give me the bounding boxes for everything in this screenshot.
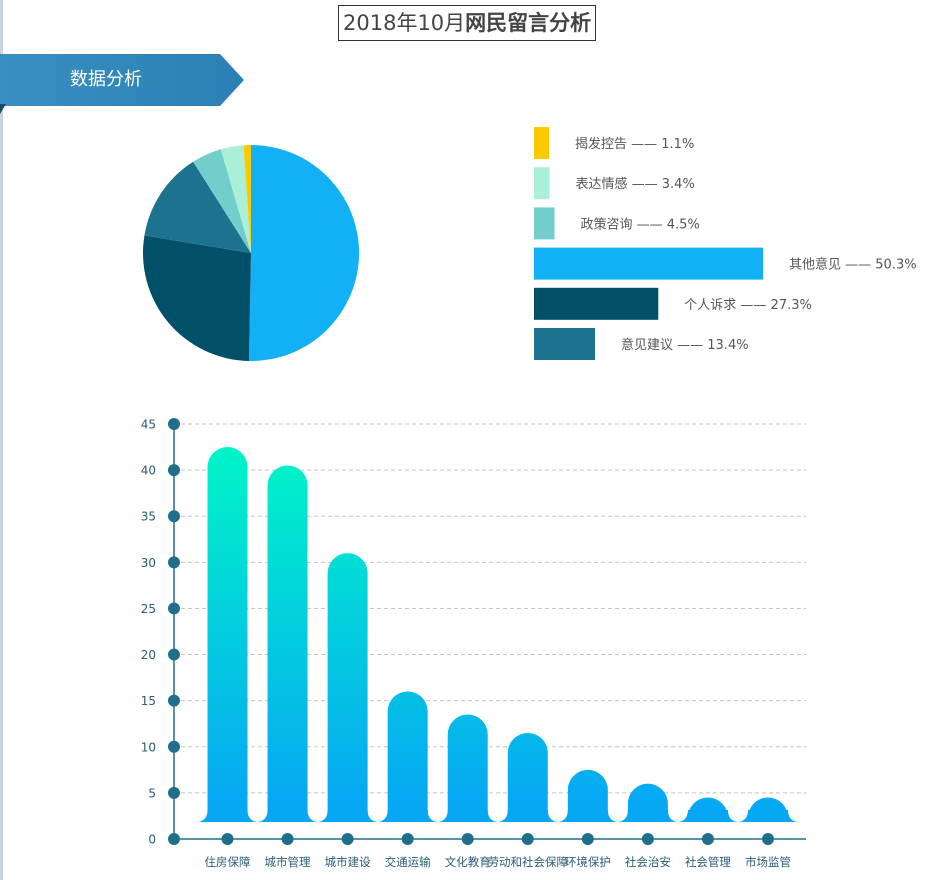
percent-bar-4 bbox=[534, 287, 659, 320]
percent-bar-2 bbox=[534, 207, 555, 240]
x-tick-label-3: 交通运输 bbox=[385, 855, 431, 869]
y-tick-label-5: 25 bbox=[141, 602, 156, 616]
x-tick-label-6: 环境保护 bbox=[565, 855, 611, 869]
page-title-date: 2018年10月 bbox=[343, 11, 466, 35]
pie-slice-3 bbox=[193, 149, 251, 253]
x-axis-dot-0 bbox=[221, 833, 234, 845]
y-axis-dot-6 bbox=[168, 556, 180, 569]
banner-fold-shadow bbox=[0, 104, 6, 114]
bar-base-6 bbox=[558, 810, 617, 822]
pie-slice-4 bbox=[220, 145, 251, 253]
category-bar-1 bbox=[261, 465, 314, 822]
y-axis-dot-5 bbox=[168, 602, 180, 615]
x-tick-label-5: 劳动和社会保障 bbox=[488, 855, 569, 869]
x-tick-label-4: 文化教育 bbox=[445, 855, 491, 869]
left-edge-strip bbox=[0, 0, 3, 880]
category-bar-4 bbox=[441, 714, 494, 822]
y-axis-dot-4 bbox=[168, 648, 180, 661]
y-tick-label-2: 10 bbox=[141, 740, 156, 754]
y-tick-label-9: 45 bbox=[141, 418, 156, 432]
section-banner bbox=[0, 54, 244, 106]
pie-slice-0 bbox=[248, 145, 360, 361]
y-tick-label-6: 30 bbox=[141, 556, 156, 570]
y-axis-dot-9 bbox=[168, 418, 180, 430]
y-tick-label-0: 0 bbox=[148, 833, 156, 847]
x-axis-dot-3 bbox=[401, 833, 414, 845]
x-tick-label-0: 住房保障 bbox=[205, 855, 251, 869]
x-tick-label-7: 社会治安 bbox=[625, 855, 671, 869]
x-tick-label-2: 城市建设 bbox=[325, 855, 371, 869]
pie-slice-1 bbox=[143, 235, 251, 361]
x-tick-label-8: 社会管理 bbox=[685, 855, 731, 869]
y-axis-dot-8 bbox=[168, 464, 180, 477]
x-tick-label-1: 城市管理 bbox=[265, 855, 311, 869]
y-tick-label-3: 15 bbox=[141, 694, 156, 708]
percent-bar-label-0: 揭发控告 —— 1.1% bbox=[575, 136, 694, 152]
category-bar-5 bbox=[501, 732, 554, 822]
y-axis-dot-3 bbox=[168, 694, 180, 707]
category-bar-0 bbox=[201, 447, 254, 822]
x-tick-label-9: 市场监管 bbox=[745, 855, 791, 869]
x-axis-dot-2 bbox=[341, 833, 354, 845]
category-bar-6 bbox=[561, 769, 614, 822]
y-axis-dot-2 bbox=[168, 740, 180, 753]
bar-base-5 bbox=[498, 810, 557, 822]
x-axis-dot-8 bbox=[701, 833, 714, 845]
bar-base-3 bbox=[378, 810, 437, 822]
x-axis-dot-6 bbox=[581, 833, 594, 845]
percent-bar-1 bbox=[534, 167, 550, 200]
percent-bar-label-1: 表达情感 —— 3.4% bbox=[576, 176, 695, 192]
bar-base-7 bbox=[618, 810, 677, 822]
section-label: 数据分析 bbox=[70, 69, 142, 90]
bar-base-9 bbox=[739, 810, 797, 822]
x-axis-dot-1 bbox=[281, 833, 294, 845]
x-axis-dot-9 bbox=[762, 833, 774, 845]
pie-slice-2 bbox=[144, 161, 251, 253]
bar-base-2 bbox=[318, 810, 377, 822]
y-axis-dot-1 bbox=[168, 786, 180, 799]
percent-bar-label-5: 意见建议 —— 13.4% bbox=[621, 337, 749, 353]
page-title-main: 网民留言分析 bbox=[465, 11, 592, 35]
bar-base-0 bbox=[198, 810, 257, 822]
y-axis-dot-7 bbox=[168, 510, 180, 523]
x-axis-dot-4 bbox=[461, 833, 474, 845]
bar-base-4 bbox=[438, 810, 497, 822]
percent-bar-5 bbox=[534, 328, 595, 360]
bar-base-1 bbox=[258, 810, 317, 822]
y-tick-label-7: 35 bbox=[141, 510, 156, 524]
category-bar-3 bbox=[381, 691, 434, 822]
y-tick-label-4: 20 bbox=[141, 648, 156, 662]
y-tick-label-1: 5 bbox=[148, 786, 156, 800]
bar-base-8 bbox=[678, 810, 737, 822]
category-bar-2 bbox=[321, 553, 374, 822]
y-axis-dot-0 bbox=[168, 833, 180, 845]
percent-bar-label-3: 其他意见 —— 50.3% bbox=[789, 257, 917, 273]
percent-bar-label-4: 个人诉求 —— 27.3% bbox=[684, 298, 812, 313]
percent-bar-0 bbox=[534, 127, 549, 159]
x-axis-dot-7 bbox=[641, 833, 654, 845]
pie-slice-5 bbox=[243, 145, 251, 253]
page-title: 2018年10月网民留言分析 bbox=[338, 5, 597, 41]
percent-bar-3 bbox=[534, 247, 763, 280]
percent-bar-label-2: 政策咨询 —— 4.5% bbox=[581, 216, 700, 232]
y-tick-label-8: 40 bbox=[141, 464, 156, 478]
x-axis-dot-5 bbox=[521, 833, 534, 845]
